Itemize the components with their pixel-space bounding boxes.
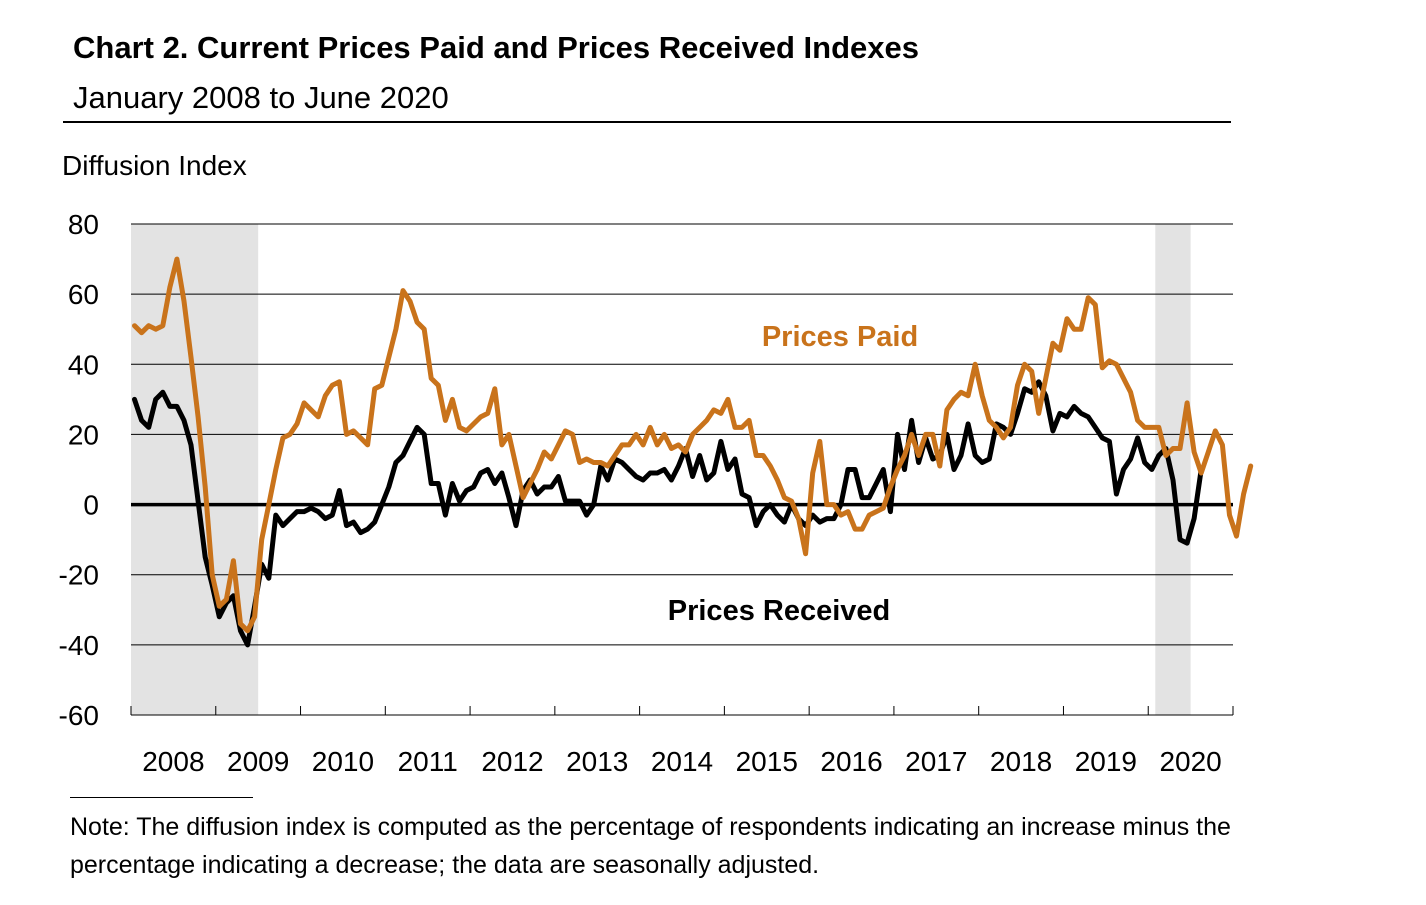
x-tick-label-2010: 2010 bbox=[312, 746, 374, 777]
series-lines bbox=[132, 256, 1254, 648]
x-tick-label-2018: 2018 bbox=[990, 746, 1052, 777]
x-tick-label-2011: 2011 bbox=[398, 746, 458, 777]
y-tick-label: 60 bbox=[68, 279, 99, 310]
gridlines bbox=[131, 223, 1233, 716]
y-tick-label: 0 bbox=[83, 490, 99, 521]
chart-subtitle: January 2008 to June 2020 bbox=[73, 80, 449, 115]
x-tick-label-2015: 2015 bbox=[736, 746, 798, 777]
chart-title: Chart 2. Current Prices Paid and Prices … bbox=[73, 30, 919, 65]
y-tick-label: -60 bbox=[59, 700, 99, 731]
x-tick-label-2014: 2014 bbox=[651, 746, 713, 777]
x-tick-label-2017: 2017 bbox=[905, 746, 967, 777]
y-tick-label: 40 bbox=[68, 349, 99, 380]
series-line-prices-received bbox=[132, 379, 1204, 648]
series-labels: Prices Paid Prices Received bbox=[668, 321, 918, 627]
x-tick-label-2012: 2012 bbox=[481, 746, 543, 777]
x-tick-label-2013: 2013 bbox=[566, 746, 628, 777]
title-rule bbox=[63, 121, 1231, 123]
x-tick-label-2008: 2008 bbox=[142, 746, 204, 777]
label-prices-received: Prices Received bbox=[668, 595, 890, 627]
y-tick-label: 80 bbox=[68, 209, 99, 240]
x-tick-label-2016: 2016 bbox=[820, 746, 882, 777]
y-tick-label: 20 bbox=[68, 419, 99, 450]
x-tick-label-2009: 2009 bbox=[227, 746, 289, 777]
note-text: Note: The diffusion index is computed as… bbox=[70, 813, 1231, 879]
note-rule bbox=[70, 797, 253, 798]
x-tick-label-2020: 2020 bbox=[1159, 746, 1221, 777]
series-line-prices-paid bbox=[132, 256, 1254, 634]
label-prices-paid: Prices Paid bbox=[762, 321, 918, 353]
y-tick-label: -40 bbox=[59, 630, 99, 661]
x-axis: 2008 2009 2010 2011 2012 2013 2014 2015 2016 2017… bbox=[130, 706, 1234, 777]
x-tick-label-2019: 2019 bbox=[1075, 746, 1137, 777]
y-tick-label: -20 bbox=[59, 560, 99, 591]
y-axis-label: Diffusion Index bbox=[62, 150, 247, 181]
y-tick-labels: -60 -40 -20 0 20 40 60 80 bbox=[59, 209, 99, 731]
